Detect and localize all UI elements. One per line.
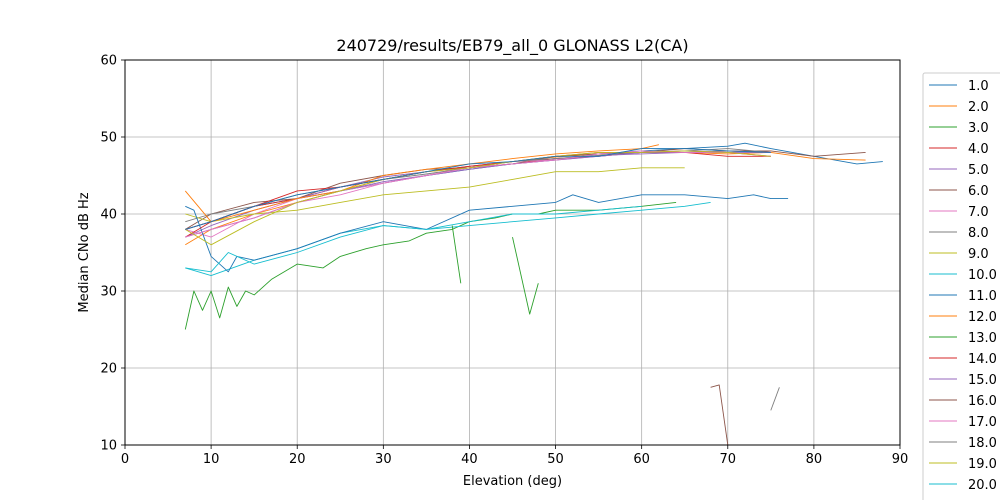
legend-entry-label: 7.0 — [968, 205, 989, 220]
y-tick-label: 20 — [100, 362, 117, 377]
series-line — [185, 150, 771, 246]
x-axis-label: Elevation (deg) — [463, 474, 562, 489]
grid — [124, 59, 901, 446]
legend-entry-label: 2.0 — [968, 100, 989, 115]
x-tick-label: 40 — [461, 452, 478, 467]
plot-frame — [124, 59, 901, 446]
legend-entry-label: 18.0 — [968, 436, 997, 451]
y-axis-label: Median CNo dB Hz — [77, 192, 92, 312]
x-tick-label: 10 — [203, 452, 220, 467]
legend-entry-label: 8.0 — [968, 226, 989, 241]
y-tick-label: 40 — [100, 208, 117, 223]
series-line — [185, 167, 685, 223]
x-tick-label: 50 — [547, 452, 564, 467]
legend-entry-label: 12.0 — [968, 310, 997, 325]
y-tick-label: 10 — [100, 439, 117, 454]
x-tick-label: 30 — [375, 452, 392, 467]
legend-entry-label: 19.0 — [968, 457, 997, 472]
legend: 1.0 2.0 3.0 4.0 5.0 6.0 7.0 8.0 9.0 10.0 11.0 12.0 1… — [922, 72, 1000, 500]
legend-entry-label: 10.0 — [968, 268, 997, 283]
series-line — [770, 387, 780, 411]
legend-entry-label: 11.0 — [968, 289, 997, 304]
legend-entry-label: 3.0 — [968, 121, 989, 136]
legend-entry-label: 16.0 — [968, 394, 997, 409]
x-tick-label: 90 — [892, 452, 909, 467]
y-tick-label: 60 — [100, 54, 117, 69]
series-line — [185, 151, 866, 246]
legend-entry-label: 14.0 — [968, 352, 997, 367]
legend-entry-label: 6.0 — [968, 184, 989, 199]
series-line — [451, 225, 462, 284]
x-tick-label: 0 — [121, 452, 129, 467]
legend-entry-label: 20.0 — [968, 478, 997, 493]
y-tick-label: 30 — [100, 285, 117, 300]
legend-entry-label: 13.0 — [968, 331, 997, 346]
legend-entry-label: 4.0 — [968, 142, 989, 157]
axis-ticks: 0 10 20 30 40 50 60 70 80 90 10 20 30 40 50 60 — [100, 54, 908, 468]
legend-entry-label: 5.0 — [968, 163, 989, 178]
series-line — [185, 194, 789, 273]
series-line — [512, 237, 539, 315]
x-tick-label: 60 — [633, 452, 650, 467]
series-lines — [184, 142, 883, 446]
legend-entry-label: 15.0 — [968, 373, 997, 388]
series-line — [184, 201, 677, 330]
legend-entry-label: 9.0 — [968, 247, 989, 262]
y-tick-label: 50 — [100, 131, 117, 146]
x-tick-label: 70 — [720, 452, 737, 467]
x-tick-label: 20 — [289, 452, 306, 467]
chart-title: 240729/results/EB79_all_0 GLONASS L2(CA) — [336, 36, 688, 56]
legend-entry-label: 1.0 — [968, 79, 989, 94]
legend-entry-label: 17.0 — [968, 415, 997, 430]
series-line — [185, 205, 642, 273]
legend-box — [922, 72, 1000, 500]
x-tick-label: 80 — [806, 452, 823, 467]
series-line — [185, 148, 771, 230]
series-line — [710, 384, 729, 446]
series-line — [184, 144, 659, 223]
